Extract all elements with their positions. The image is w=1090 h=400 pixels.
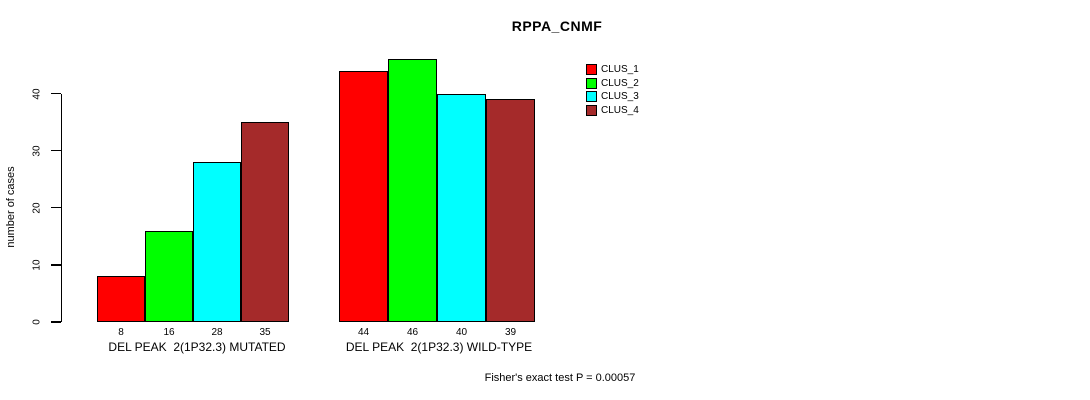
chart-title: RPPA_CNMF bbox=[511, 18, 603, 34]
legend-label-clus-1: CLUS_1 bbox=[601, 64, 639, 76]
bar-value-label: 28 bbox=[211, 327, 223, 338]
bar-value-label: 39 bbox=[504, 327, 517, 338]
legend-item-clus-3: CLUS_3 bbox=[586, 90, 639, 104]
y-axis-tick bbox=[51, 92, 61, 95]
bar-value-label: 8 bbox=[118, 327, 124, 338]
legend-swatch-clus-1-icon bbox=[586, 64, 597, 76]
y-axis-line bbox=[61, 93, 63, 322]
y-axis-label: number of cases bbox=[5, 166, 17, 248]
fisher-test-annotation: Fisher's exact test P = 0.00057 bbox=[484, 372, 636, 384]
bar-value-label: 35 bbox=[259, 327, 271, 338]
legend-item-clus-1: CLUS_1 bbox=[586, 63, 639, 77]
legend-label-clus-4: CLUS_4 bbox=[601, 104, 639, 116]
bar-clus_3-wild-type bbox=[437, 93, 486, 322]
legend-swatch-clus-3-icon bbox=[586, 91, 597, 103]
y-axis-tick bbox=[51, 207, 61, 209]
bar-clus_1-wild-type bbox=[339, 70, 388, 322]
legend-swatch-clus-4-icon bbox=[586, 104, 597, 116]
legend-label-clus-3: CLUS_3 bbox=[601, 91, 639, 103]
bar-clus_4-wild-type bbox=[486, 99, 535, 322]
y-axis-tick-label: 30 bbox=[31, 145, 43, 157]
legend: CLUS_1 CLUS_2 CLUS_3 CLUS_4 bbox=[586, 63, 639, 117]
legend-item-clus-2: CLUS_2 bbox=[586, 77, 639, 91]
bar-value-label: 40 bbox=[455, 327, 468, 338]
bar-clus_4-mutated bbox=[241, 122, 289, 322]
legend-item-clus-4: CLUS_4 bbox=[586, 104, 639, 118]
x-group-label-mutated: DEL PEAK 2(1P32.3) MUTATED bbox=[108, 340, 286, 354]
bar-value-label: 46 bbox=[406, 327, 419, 338]
bar-value-label: 44 bbox=[357, 327, 370, 338]
legend-label-clus-2: CLUS_2 bbox=[601, 77, 639, 89]
y-axis-tick-label: 40 bbox=[31, 88, 43, 100]
y-axis-tick bbox=[51, 264, 61, 266]
bar-clus_2-mutated bbox=[145, 230, 193, 322]
bar-clus_2-wild-type bbox=[388, 59, 437, 322]
y-axis-tick bbox=[51, 150, 61, 152]
legend-swatch-clus-2-icon bbox=[586, 77, 597, 89]
bar-clus_1-mutated bbox=[97, 276, 145, 322]
y-axis-tick-label: 10 bbox=[31, 259, 43, 271]
bar-value-label: 16 bbox=[163, 327, 175, 338]
y-axis-tick-label: 20 bbox=[31, 202, 43, 214]
x-group-label-wild-type: DEL PEAK 2(1P32.3) WILD-TYPE bbox=[345, 340, 533, 354]
y-axis-tick-label: 0 bbox=[31, 319, 43, 325]
bar-clus_3-mutated bbox=[193, 162, 241, 322]
y-axis-tick bbox=[51, 321, 61, 323]
